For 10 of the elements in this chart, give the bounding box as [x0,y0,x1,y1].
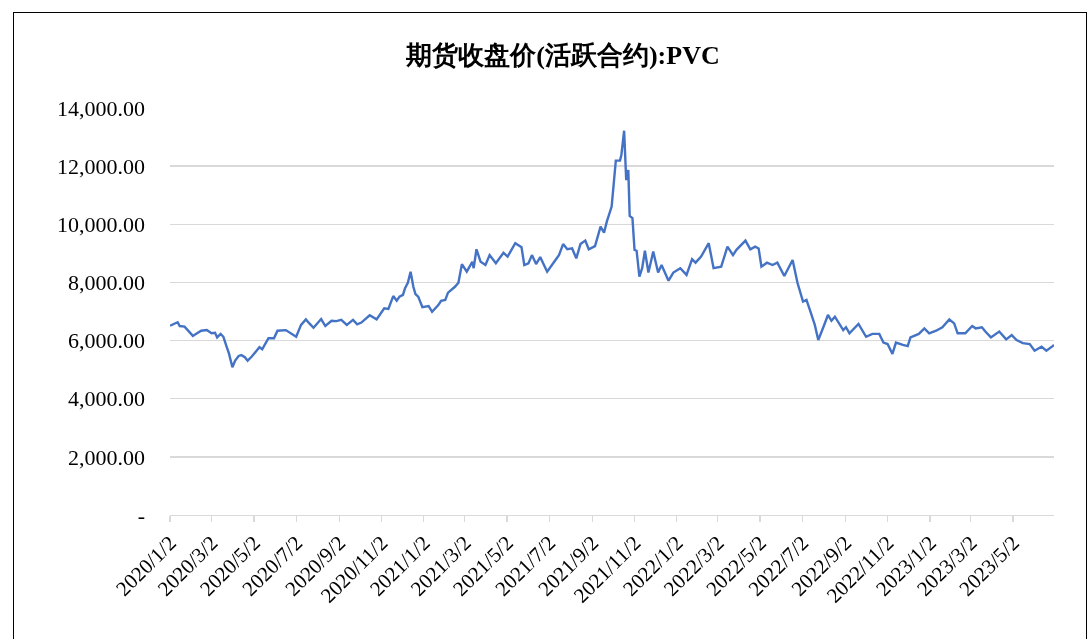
y-tick-label: 10,000.00 [57,211,145,237]
y-tick-label: 6,000.00 [68,328,145,354]
y-tick-label: 12,000.00 [57,153,145,179]
y-tick-label: 4,000.00 [68,386,145,412]
y-tick-label: - [137,502,145,528]
y-tick-label: 2,000.00 [68,444,145,470]
y-tick-label: 8,000.00 [68,270,145,296]
chart-title: 期货收盘价(活跃合约):PVC [405,41,720,71]
y-tick-label: 14,000.00 [57,95,145,121]
line-series [170,129,1054,369]
